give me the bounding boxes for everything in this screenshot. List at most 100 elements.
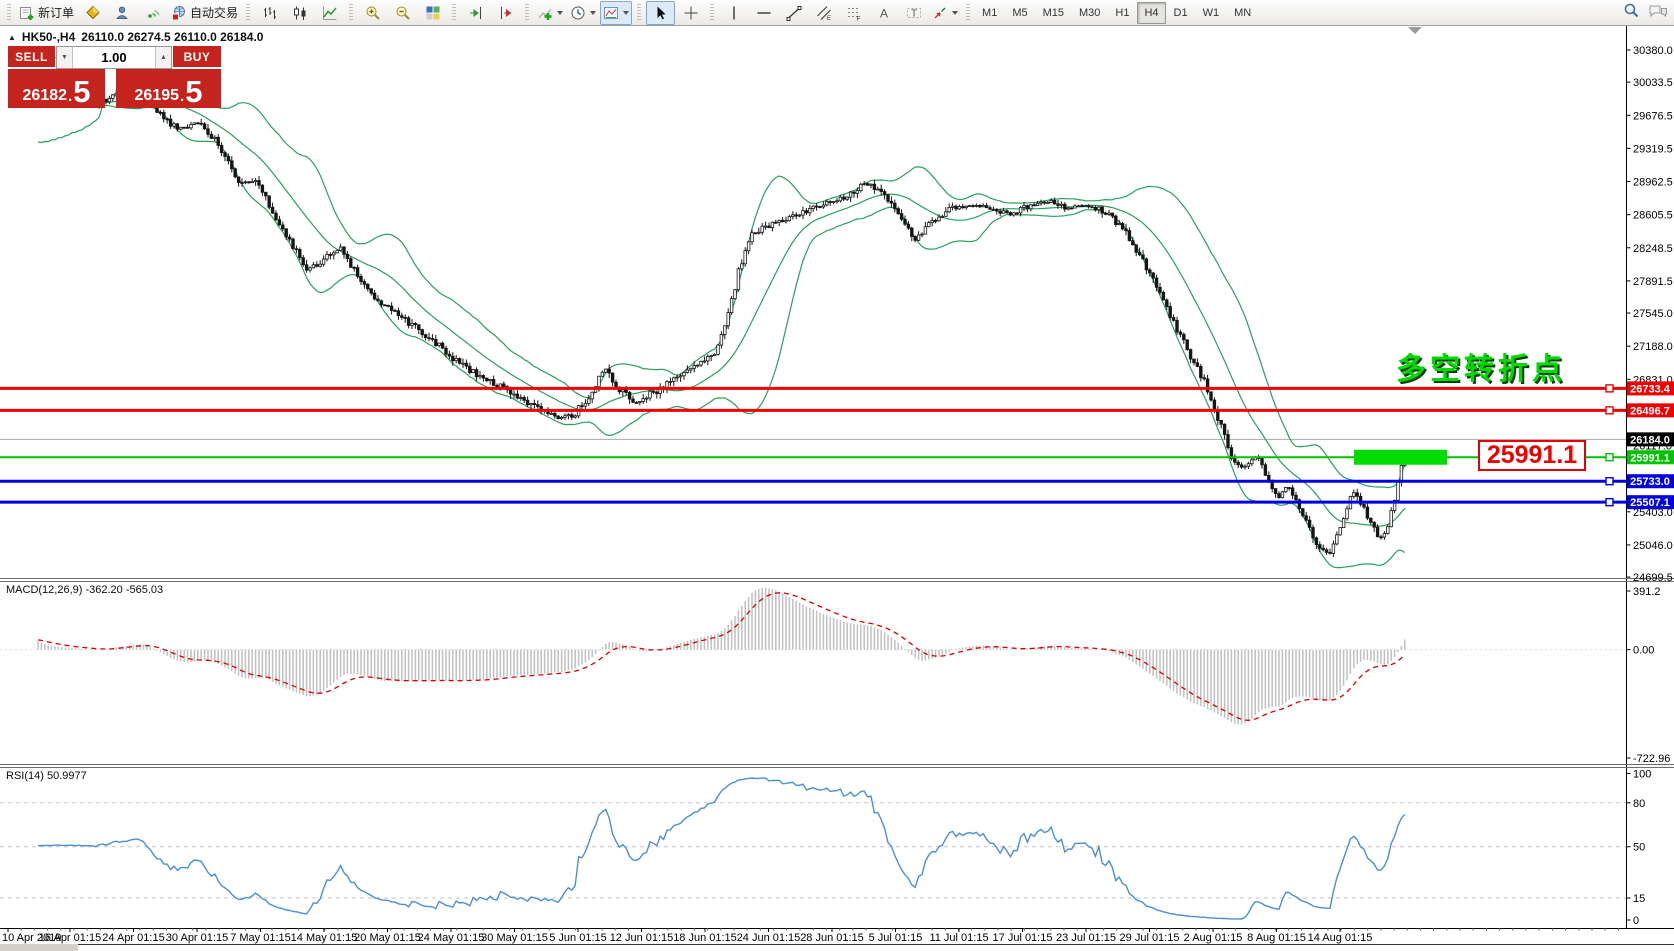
- indicators-button[interactable]: [534, 1, 566, 25]
- horizontal-scrollbar[interactable]: [0, 944, 1674, 951]
- timeframe-m30-button[interactable]: M30: [1079, 6, 1101, 19]
- timeframe-w1-button[interactable]: W1: [1202, 6, 1220, 19]
- date-axis-label: 12 Jun 01:15: [610, 932, 674, 944]
- sell-price-main: 26182: [22, 87, 68, 104]
- sell-price[interactable]: 26182. 5: [8, 69, 105, 108]
- svg-text:27545.0: 27545.0: [1633, 308, 1673, 320]
- rsi-label: RSI(14) 50.9977: [6, 770, 87, 782]
- bar-chart-button[interactable]: [255, 1, 284, 25]
- panel-collapse-icon[interactable]: [1408, 27, 1422, 34]
- text-button[interactable]: A: [869, 1, 898, 25]
- date-axis-label: 20 May 01:15: [354, 932, 421, 944]
- new-order-button[interactable]: 新订单: [16, 1, 77, 25]
- price-level-label: [1627, 432, 1674, 447]
- periods-button[interactable]: [567, 1, 599, 25]
- chart-title: ▲ HK50-,H4 26110.0 26274.5 26110.0 26184…: [8, 30, 263, 44]
- buy-price-fraction: 5: [185, 74, 203, 109]
- toolbar-grip-icon: [246, 3, 251, 22]
- buy-button[interactable]: BUY: [173, 46, 221, 69]
- timeframe-d1-button[interactable]: D1: [1173, 6, 1188, 19]
- periods-dropdown-icon[interactable]: [590, 10, 597, 15]
- candlestick-chart-icon: [293, 6, 306, 20]
- timeframe-m15-button[interactable]: M15: [1042, 6, 1064, 19]
- toolbar-grip-icon: [710, 3, 715, 22]
- chart-shift-icon: [500, 6, 511, 19]
- svg-text:28962.5: 28962.5: [1633, 177, 1673, 189]
- svg-text:F: F: [856, 15, 860, 21]
- chart-shift-button[interactable]: [491, 1, 520, 25]
- tile-windows-button[interactable]: [418, 1, 447, 25]
- timeframe-h1-button[interactable]: H1: [1115, 6, 1130, 19]
- buy-price-dot: .: [180, 88, 185, 105]
- timeframe-m1-button[interactable]: M1: [982, 6, 998, 19]
- toolbar-grip-icon: [637, 3, 642, 22]
- templates-button[interactable]: [600, 0, 633, 25]
- buy-price-main: 26195: [134, 87, 180, 104]
- vertical-line-button[interactable]: [719, 1, 748, 25]
- svg-text:26496.7: 26496.7: [1630, 405, 1670, 417]
- timeframe-m5-button[interactable]: M5: [1012, 6, 1028, 19]
- zoom-in-icon: [366, 6, 380, 20]
- volume-decrease-button[interactable]: ▼: [57, 47, 73, 68]
- terminal-signal-icon: [147, 9, 160, 18]
- price-level-label: [1627, 450, 1674, 465]
- one-click-toggle-icon[interactable]: ▲: [8, 32, 16, 42]
- svg-text:29676.5: 29676.5: [1633, 110, 1673, 122]
- volume-increase-button[interactable]: ▲: [155, 47, 171, 68]
- buy-price[interactable]: 26195. 5: [116, 69, 221, 108]
- cursor-button[interactable]: [646, 0, 676, 25]
- svg-text:0.00: 0.00: [1633, 645, 1654, 657]
- crosshair-button[interactable]: [676, 1, 705, 25]
- navigator-button[interactable]: [108, 1, 137, 25]
- market-watch-button[interactable]: [78, 1, 107, 25]
- scrollbar-thumb[interactable]: [78, 944, 1674, 951]
- candlestick-chart-button[interactable]: [285, 1, 314, 25]
- equidistant-channel-button[interactable]: E: [809, 1, 838, 25]
- main-toolbar: 新订单 自动交易: [0, 0, 1674, 26]
- timeframe-mn-button[interactable]: MN: [1234, 6, 1252, 19]
- svg-text:50: 50: [1633, 842, 1645, 854]
- arrows-button[interactable]: [929, 1, 961, 25]
- timeframe-h4-button[interactable]: H4: [1137, 1, 1166, 24]
- auto-trading-icon: [172, 5, 186, 20]
- svg-text:26184.0: 26184.0: [1630, 434, 1670, 446]
- toolbar-grip-icon: [452, 3, 457, 22]
- toolbar-grip-icon: [349, 3, 354, 22]
- date-axis-label: 11 Jul 01:15: [929, 932, 988, 944]
- arrows-dropdown-icon[interactable]: [952, 10, 959, 15]
- line-chart-button[interactable]: [315, 1, 344, 25]
- volume-input[interactable]: [73, 47, 155, 68]
- terminal-button[interactable]: [138, 1, 167, 25]
- price-level-label: [1627, 474, 1674, 489]
- date-axis-label: 18 Jun 01:15: [673, 932, 737, 944]
- symbol-period-label: HK50-,H4: [21, 30, 76, 44]
- auto-scroll-icon: [469, 6, 481, 19]
- svg-text:391.2: 391.2: [1633, 586, 1661, 598]
- svg-text:25403.0: 25403.0: [1633, 507, 1673, 519]
- templates-dropdown-icon[interactable]: [623, 10, 630, 15]
- line-handle: [1605, 497, 1614, 507]
- price-level-label: [1627, 495, 1674, 510]
- date-axis-label: 16 Apr 01:15: [39, 932, 101, 944]
- text-label-button[interactable]: T: [899, 1, 928, 25]
- new-order-icon: [20, 6, 34, 20]
- fibonacci-button[interactable]: F: [839, 1, 868, 25]
- volume-stepper: ▼ ▲: [56, 46, 172, 69]
- turning-point-annotation: 多空转折点: [1396, 353, 1566, 386]
- equidistant-channel-icon: E: [816, 5, 831, 21]
- auto-trading-button[interactable]: 自动交易: [168, 1, 241, 25]
- indicators-dropdown-icon[interactable]: [557, 10, 564, 15]
- date-axis-label: 29 Jul 01:15: [1120, 932, 1180, 944]
- zoom-in-button[interactable]: [358, 1, 387, 25]
- chat-icon[interactable]: [1648, 3, 1668, 19]
- zoom-out-button[interactable]: [388, 1, 417, 25]
- date-axis-label: 17 Jul 01:15: [993, 932, 1053, 944]
- trendline-button[interactable]: [779, 1, 808, 25]
- search-icon[interactable]: [1623, 2, 1640, 19]
- sell-button[interactable]: SELL: [8, 46, 55, 69]
- svg-text:28605.5: 28605.5: [1633, 210, 1673, 222]
- horizontal-line-button[interactable]: [749, 1, 778, 25]
- auto-scroll-button[interactable]: [461, 1, 490, 25]
